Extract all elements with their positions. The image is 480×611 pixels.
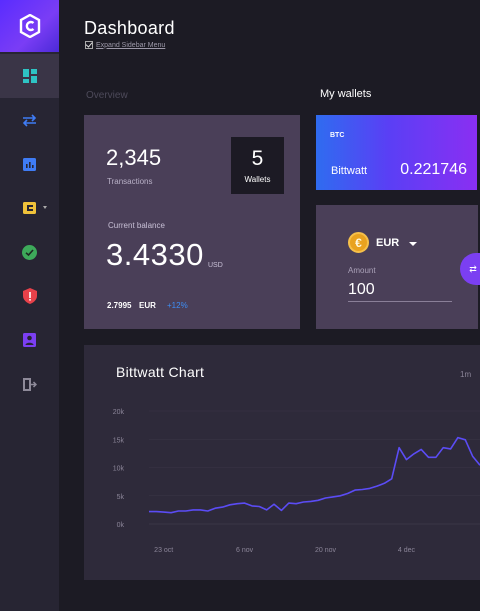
sidebar-item-security[interactable] (0, 274, 59, 318)
user-card-icon (23, 333, 36, 347)
y-tick-label: 20k (113, 409, 125, 416)
dashboard-grid-icon (22, 69, 37, 83)
x-tick-label: 20 nov (315, 547, 337, 554)
euro-coin-icon: € (348, 232, 369, 253)
series-line (149, 436, 480, 514)
balance-unit: USD (208, 262, 223, 269)
wallets-count: 5 (251, 147, 264, 170)
wallets-count-box[interactable]: 5 Wallets (231, 137, 284, 194)
shield-alert-icon (22, 288, 37, 304)
currency-select[interactable]: EUR (376, 237, 400, 249)
expand-sidebar-label[interactable]: Expand Sidebar Menu (96, 41, 166, 49)
balance-value: 3.4330 (106, 237, 204, 272)
currency-converter-card: € EUR Amount (316, 205, 478, 329)
sidebar-item-statistics[interactable] (0, 142, 59, 186)
sidebar-item-wallets[interactable] (0, 186, 59, 230)
chart-title: Bittwatt Chart (116, 364, 205, 380)
wallet-card-btc[interactable]: BTC Bittwatt 0.221746 (316, 115, 477, 190)
logout-icon (22, 377, 37, 391)
y-tick-label: 15k (113, 437, 125, 444)
sidebar-item-profile[interactable] (0, 318, 59, 362)
overview-card: 2,345 Transactions 5 Wallets Current bal… (84, 115, 300, 329)
btc-code: BTC (330, 132, 345, 139)
transactions-count: 2,345 (106, 145, 162, 170)
line-chart: 0k 5k 10k 15k 20k 23 oct 6 nov 20 nov 4 dec (113, 409, 480, 554)
btc-wallet-name: Bittwatt (331, 165, 368, 177)
btc-amount: 0.221746 (400, 161, 467, 178)
logo[interactable] (0, 0, 59, 52)
check-circle-icon (22, 244, 37, 260)
transactions-label: Transactions (107, 177, 153, 186)
bar-chart-icon (23, 157, 36, 171)
balance-eur-value: 2.7995 (107, 301, 132, 310)
amount-input[interactable] (348, 278, 452, 302)
y-tick-label: 0k (117, 522, 125, 529)
logo-icon (19, 14, 40, 38)
x-tick-label: 6 nov (236, 547, 254, 554)
chart-card: Bittwatt Chart 1m 0k 5k 10k 15k 20k 23 oct 6 n… (84, 345, 480, 580)
y-tick-label: 10k (113, 466, 125, 473)
expand-sidebar-toggle[interactable]: Expand Sidebar Menu (85, 41, 165, 49)
chevron-down-icon[interactable] (409, 242, 417, 246)
y-tick-label: 5k (117, 494, 125, 501)
amount-label: Amount (348, 266, 376, 275)
balance-label: Current balance (108, 221, 165, 230)
sidebar-item-logout[interactable] (0, 362, 59, 406)
transfer-arrows-icon (22, 113, 37, 127)
x-tick-label: 23 oct (154, 547, 173, 554)
wallets-section-label: My wallets (320, 88, 372, 100)
overview-section-label: Overview (86, 90, 128, 101)
swap-arrows-icon: ⇄ (469, 263, 477, 274)
chevron-down-icon (43, 206, 47, 209)
wallet-icon (23, 202, 36, 214)
sidebar (0, 0, 59, 611)
wallets-label: Wallets (244, 175, 271, 184)
range-button-1m[interactable]: 1m (460, 370, 472, 379)
balance-eur-unit: EUR (139, 301, 156, 310)
x-tick-label: 4 dec (398, 547, 416, 554)
sidebar-item-transfer[interactable] (0, 98, 59, 142)
balance-change: +12% (167, 301, 188, 310)
sidebar-item-verified[interactable] (0, 230, 59, 274)
swap-button[interactable]: ⇄ (460, 253, 480, 285)
sidebar-item-dashboard[interactable] (0, 54, 59, 98)
page-title: Dashboard (84, 18, 175, 38)
expand-sidebar-checkbox[interactable] (85, 41, 93, 49)
